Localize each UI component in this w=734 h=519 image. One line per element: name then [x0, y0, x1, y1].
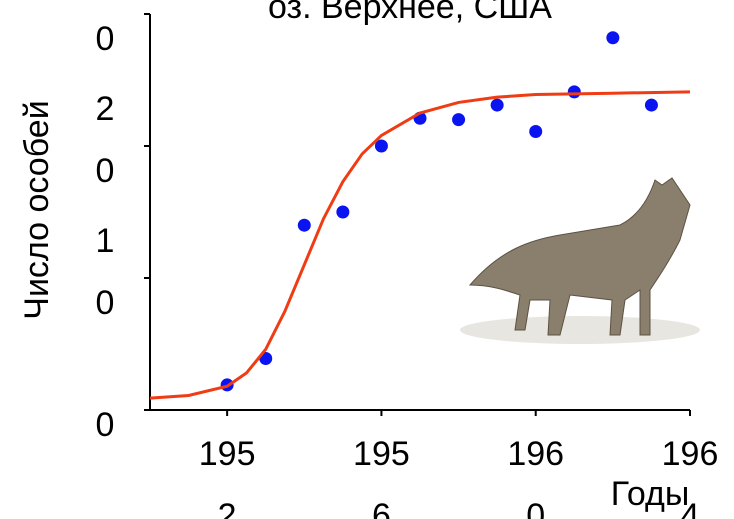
x-axis-label: Годы: [611, 475, 690, 513]
wolf-illustration: [448, 160, 718, 360]
data-point: [567, 85, 581, 99]
y-tick-label: 0: [96, 406, 115, 444]
x-tick-label: 195 6: [353, 435, 410, 519]
data-point: [452, 113, 466, 127]
data-point: [606, 31, 620, 45]
fit-curve: [149, 90, 691, 400]
x-tick-label: 196 0: [507, 435, 564, 519]
data-point: [297, 218, 311, 232]
x-tick-label: 195 2: [199, 435, 256, 519]
x-tick-label: 196 4: [662, 435, 719, 519]
data-point: [490, 98, 504, 112]
y-tick-label: 30: [96, 0, 115, 58]
y-axis-label: Число особей: [18, 100, 56, 319]
data-point: [644, 98, 658, 112]
data-point: [529, 124, 543, 138]
data-point: [374, 139, 388, 153]
data-point: [336, 205, 350, 219]
chart-title: оз. Верхнее, США: [268, 0, 552, 26]
